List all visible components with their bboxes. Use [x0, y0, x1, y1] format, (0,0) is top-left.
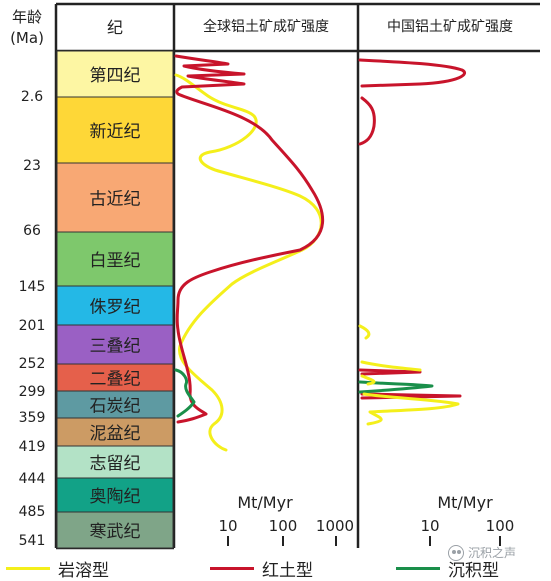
legend-laterite-swatch	[210, 566, 254, 570]
watermark: 沉积之声	[448, 544, 516, 561]
china-curves	[358, 58, 466, 426]
legend-laterite-label: 红土型	[262, 560, 313, 581]
global-laterite-curve	[174, 54, 324, 424]
age-label: 252	[19, 356, 46, 372]
legend-sedimentary-label: 沉积型	[448, 560, 499, 581]
global-tick-label: 10	[218, 517, 237, 535]
global-intensity-title: 全球铝土矿成矿强度	[203, 18, 329, 35]
age-axis: 2.6 23 66 145 201 252 299 359 419 444 485 541	[19, 89, 46, 549]
period-name: 二叠纪	[90, 370, 141, 390]
age-label: 145	[19, 279, 46, 295]
global-axis-unit: Mt/Myr	[237, 493, 293, 512]
global-sedimentary-curve	[174, 368, 196, 418]
period-name: 侏罗纪	[90, 298, 141, 318]
age-label: 485	[19, 504, 46, 520]
period-name: 新近纪	[90, 122, 141, 142]
age-label: 419	[19, 439, 46, 455]
age-header-label: 年龄	[12, 8, 42, 26]
wechat-icon	[448, 544, 464, 561]
watermark-text: 沉积之声	[468, 546, 517, 560]
period-block	[56, 445, 174, 479]
global-tick-label: 1000	[316, 517, 354, 535]
age-label: 299	[19, 384, 46, 400]
legend-sedimentary-swatch	[396, 566, 440, 570]
period-block	[56, 390, 174, 419]
legend-karst-swatch	[6, 566, 50, 570]
period-block	[56, 477, 174, 513]
age-label: 359	[19, 410, 46, 426]
period-block	[56, 285, 174, 326]
china-tick-label: 100	[486, 517, 515, 535]
period-block	[56, 511, 174, 549]
age-header-unit: (Ma)	[10, 29, 44, 47]
period-name: 古近纪	[90, 190, 141, 210]
period-name: 石炭纪	[90, 397, 141, 417]
age-label: 444	[19, 471, 46, 487]
china-axis: Mt/Myr 10 100	[420, 493, 514, 546]
legend-karst: 岩溶型	[6, 556, 109, 581]
global-curves	[174, 54, 324, 452]
china-axis-unit: Mt/Myr	[437, 493, 493, 512]
china-sedimentary-curve	[358, 380, 434, 394]
period-name: 泥盆纪	[90, 424, 141, 444]
china-tick-label: 10	[420, 517, 439, 535]
global-axis: Mt/Myr 10 100 1000	[218, 493, 354, 546]
period-name: 白垩纪	[90, 251, 141, 271]
period-name: 志留纪	[90, 454, 141, 474]
period-block	[56, 231, 174, 287]
period-name: 第四纪	[90, 66, 141, 86]
age-label: 23	[23, 158, 41, 174]
age-label: 201	[19, 318, 46, 334]
age-label: 66	[23, 223, 41, 239]
global-tick-label: 100	[269, 517, 298, 535]
period-block	[56, 324, 174, 365]
legend-karst-label: 岩溶型	[58, 560, 109, 581]
period-name: 三叠纪	[90, 337, 141, 357]
china-karst-curve	[358, 324, 460, 426]
period-name: 寒武纪	[90, 522, 141, 542]
age-label: 2.6	[21, 89, 43, 105]
period-block	[56, 96, 174, 164]
period-header-label: 纪	[107, 18, 123, 37]
china-laterite-curve	[358, 58, 466, 400]
period-block	[56, 162, 174, 233]
china-intensity-title: 中国铝土矿成矿强度	[387, 19, 513, 35]
age-label: 541	[19, 533, 46, 549]
period-block	[56, 363, 174, 392]
legend-laterite: 红土型	[210, 556, 313, 581]
period-name: 奥陶纪	[90, 487, 141, 507]
legend-sedimentary: 沉积型	[396, 556, 499, 581]
